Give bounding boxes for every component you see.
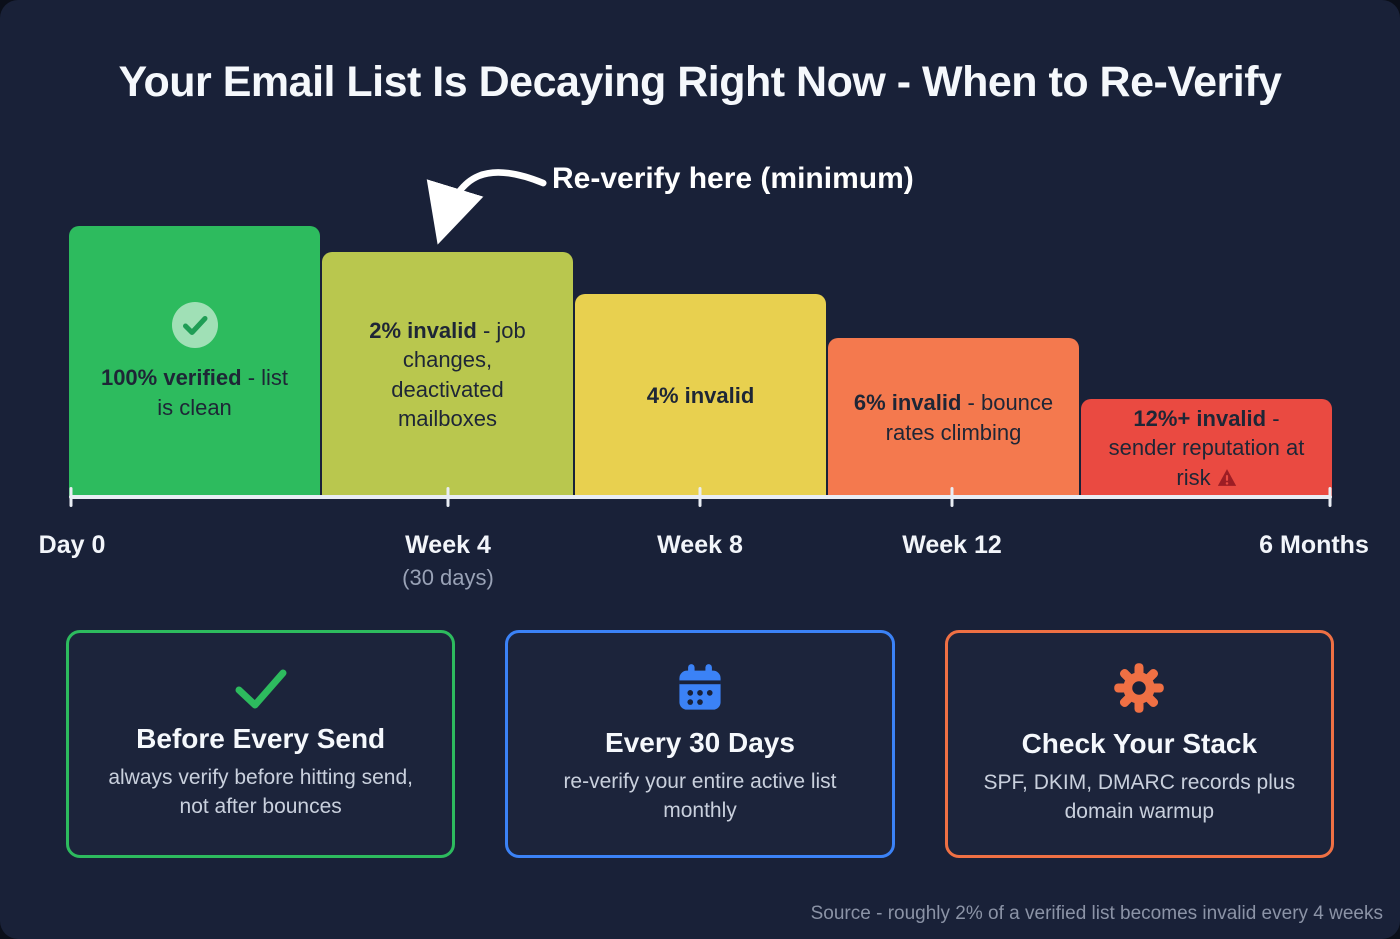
bar-label-strong: 4% invalid [646,382,755,408]
bar-label: 2% invalid - job changes, deactivated ma… [345,316,550,432]
bar-week4: 2% invalid - job changes, deactivated ma… [322,252,573,497]
bar-label: 100% verified - list is clean [92,363,297,421]
verified-check-circle-icon [171,301,219,349]
card-body: SPF, DKIM, DMARC records plus domain war… [983,771,1296,823]
bar-6months: 12%+ invalid - sender reputation at risk [1081,399,1332,497]
axis-label-week12: Week 12 [902,531,1002,560]
card-title: Before Every Send [136,723,386,755]
page-title: Your Email List Is Decaying Right Now - … [118,58,1282,106]
bar-label-rest: - sender reputation at risk [1108,406,1305,490]
bar-week12: 6% invalid - bounce rates climbing [828,338,1079,497]
card-body: re-verify your entire active list monthl… [563,770,837,822]
bar-day0: 100% verified - list is clean [69,226,320,497]
axis-tick-week8 [698,487,702,507]
axis-label-week8: Week 8 [657,531,743,560]
axis-label-6months: 6 Months [1259,531,1369,560]
card-body: always verify before hitting send, not a… [108,766,413,818]
decay-bar-chart: 100% verified - list is clean 2% invalid… [69,226,1332,497]
axis-label-text: Week 12 [902,531,1002,559]
axis-label-text: Day 0 [38,531,106,559]
bar-label: 6% invalid - bounce rates climbing [851,388,1056,446]
card-check-your-stack: Check Your Stack SPF, DKIM, DMARC record… [944,630,1334,858]
source-note: Source - roughly 2% of a verified list b… [810,903,1383,924]
bar-label: 4% invalid [647,381,755,410]
bar-label-rest: - list is clean [157,365,289,420]
axis-tick-6months [1328,487,1332,507]
axis-label-week4: Week 4 (30 days) [402,531,494,591]
calendar-icon [674,662,726,714]
axis-label-day0: Day 0 [39,531,106,560]
bar-label-strong: 2% invalid [369,318,477,344]
card-title: Check Your Stack [1021,728,1258,760]
axis-tick-week4 [446,487,450,507]
bar-label-strong: 12%+ invalid [1133,406,1267,432]
bar-week8: 4% invalid [575,294,826,497]
card-every-30-days: Every 30 Days re-verify your entire acti… [505,630,895,858]
warning-triangle-icon [1217,468,1237,487]
recommendation-cards: Before Every Send always verify before h… [66,630,1334,858]
gear-icon [1112,661,1166,715]
card-title: Every 30 Days [605,727,795,759]
bar-label-strong: 100% verified [100,365,242,391]
bar-label-rest: - job changes, deactivated mailboxes [391,318,526,431]
axis-label-text: Week 8 [657,531,743,559]
axis-label-text: 6 Months [1259,531,1369,559]
axis-tick-day0 [69,487,73,507]
axis-sublabel-text: (30 days) [402,565,494,590]
axis-tick-week12 [950,487,954,507]
bar-label: 12%+ invalid - sender reputation at risk [1104,404,1309,491]
check-icon [233,666,289,710]
reverify-annotation: Re-verify here (minimum) [552,162,914,195]
card-before-every-send: Before Every Send always verify before h… [66,630,456,858]
curved-arrow-icon [426,169,547,245]
bar-label-strong: 6% invalid [853,390,962,416]
axis-label-text: Week 4 [405,531,491,559]
bar-label-rest: - bounce rates climbing [885,390,1054,445]
